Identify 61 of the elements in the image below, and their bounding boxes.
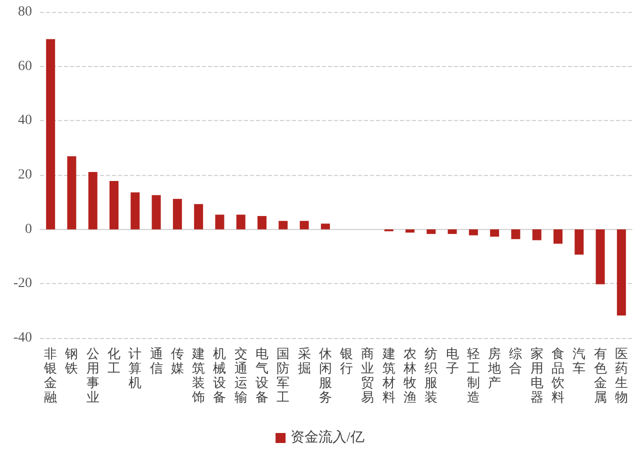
x-tick-label: 汽车 [572, 346, 586, 376]
x-tick-label: 公用事业 [86, 346, 100, 404]
x-tick-label: 非银金融 [43, 346, 58, 404]
bar [532, 229, 542, 240]
bar [596, 229, 605, 284]
x-tick-label: 交通运输 [234, 346, 248, 404]
bar [215, 214, 224, 230]
bar [320, 224, 330, 230]
x-tick-label: 有色金属 [594, 346, 607, 404]
y-tick-label: 40 [18, 113, 32, 128]
y-tick-label: 0 [25, 222, 32, 237]
x-tick-label: 商业贸易 [361, 346, 374, 404]
x-tick-label: 轻工制造 [466, 346, 480, 404]
bar [468, 229, 478, 236]
bar [511, 229, 520, 240]
x-tick-label: 农林牧渔 [402, 346, 416, 404]
x-tick-label: 医药生物 [614, 346, 628, 404]
x-tick-label: 国防军工 [276, 346, 290, 404]
x-tick-label: 家用电器 [530, 346, 544, 404]
bar [67, 156, 76, 230]
x-tick-label: 房地产 [487, 346, 502, 390]
y-tick-label: 80 [18, 4, 32, 20]
x-tick-label: 休闲服务 [318, 346, 332, 404]
x-tick-label: 通信 [150, 346, 163, 376]
x-tick-label: 采掘 [298, 346, 311, 376]
x-tick-label: 计算机 [128, 346, 142, 390]
y-tick-label: 20 [18, 168, 32, 182]
y-tick-label: 60 [18, 58, 32, 74]
x-tick-label: 综合 [509, 346, 522, 376]
legend-label: 资金流入/亿 [290, 430, 364, 446]
bar [278, 220, 288, 230]
bar [490, 229, 500, 237]
bar [426, 229, 436, 234]
bar [46, 39, 56, 230]
x-tick-label: 电子 [446, 346, 459, 376]
x-tick-label: 建筑装饰 [191, 346, 206, 404]
x-tick-label: 传媒 [170, 346, 184, 376]
bar [110, 180, 118, 230]
bar [258, 216, 266, 230]
x-tick-label: 机械设备 [213, 346, 226, 404]
bar [448, 229, 457, 234]
x-tick-label: 钢铁 [64, 346, 78, 376]
bar [236, 214, 246, 230]
y-tick-label: -20 [13, 276, 32, 292]
x-tick-label: 建筑材料 [381, 346, 396, 404]
x-tick-label: 化工 [108, 346, 120, 376]
bar [194, 204, 204, 230]
bar [300, 220, 309, 230]
x-tick-label: 银行 [339, 346, 354, 376]
x-tick-label: 纺织服装 [424, 346, 438, 404]
bar [574, 229, 584, 255]
bar [554, 229, 562, 244]
bar [616, 229, 626, 316]
bar [152, 195, 161, 230]
x-tick-label: 电气设备 [256, 346, 268, 404]
bar [88, 172, 98, 230]
bar [130, 192, 140, 230]
bar [406, 229, 414, 233]
bar [172, 198, 182, 230]
x-tick-label: 食品饮料 [550, 346, 564, 404]
y-tick-label: -40 [13, 330, 32, 346]
